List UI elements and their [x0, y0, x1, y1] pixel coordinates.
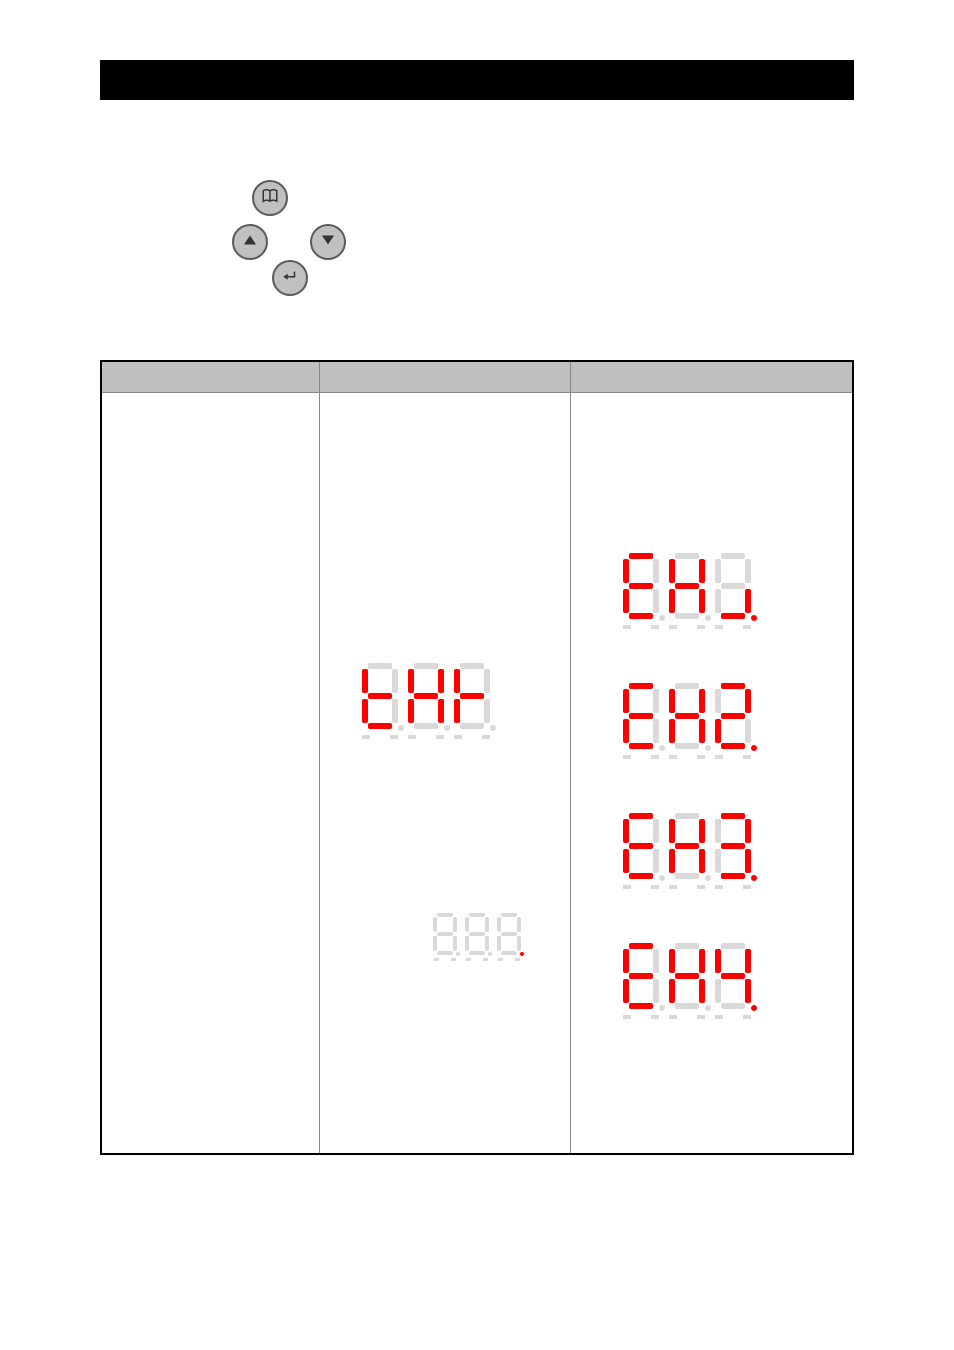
down-triangle-icon	[319, 231, 337, 254]
return-icon	[281, 267, 299, 290]
seven-seg-display	[621, 943, 753, 1014]
seven-seg-display-small	[432, 913, 522, 960]
table-cell-1	[102, 393, 320, 1153]
table-header-row	[102, 362, 852, 392]
table-cell-3	[571, 393, 852, 1153]
table-header-cell	[320, 362, 571, 392]
seven-seg-display	[621, 683, 753, 754]
table-header-cell	[571, 362, 852, 392]
header-black-bar	[100, 60, 854, 100]
table-body-row	[102, 392, 852, 1153]
reference-table	[100, 360, 854, 1155]
seven-seg-display	[621, 553, 753, 624]
seven-seg-display	[621, 813, 753, 884]
button-cluster	[180, 180, 360, 300]
up-triangle-icon	[241, 231, 259, 254]
down-button[interactable]	[310, 224, 346, 260]
book-icon	[261, 187, 279, 210]
enter-button[interactable]	[272, 260, 308, 296]
up-button[interactable]	[232, 224, 268, 260]
seven-seg-display	[360, 663, 492, 734]
table-header-cell	[102, 362, 320, 392]
page	[0, 0, 954, 1195]
menu-button[interactable]	[252, 180, 288, 216]
table-cell-2	[320, 393, 571, 1153]
